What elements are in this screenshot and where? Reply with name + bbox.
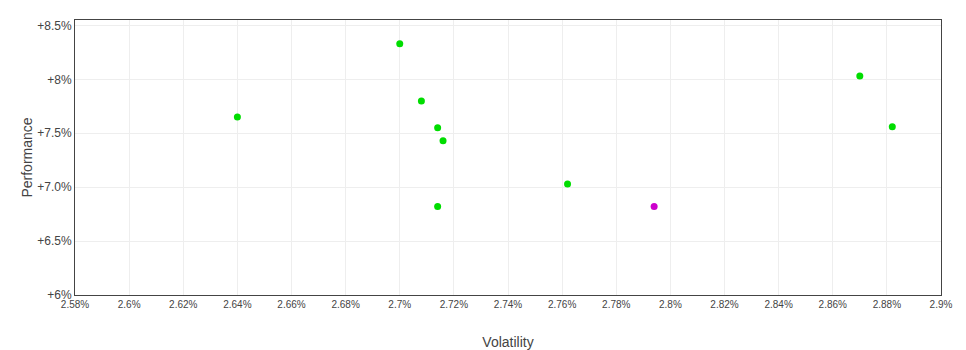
svg-text:2.58%: 2.58%	[61, 299, 89, 310]
svg-text:2.66%: 2.66%	[277, 299, 305, 310]
svg-text:2.7%: 2.7%	[388, 299, 411, 310]
svg-text:2.62%: 2.62%	[169, 299, 197, 310]
svg-text:2.88%: 2.88%	[873, 299, 901, 310]
svg-text:2.86%: 2.86%	[819, 299, 847, 310]
svg-text:Volatility: Volatility	[482, 334, 533, 350]
svg-text:2.64%: 2.64%	[223, 299, 251, 310]
svg-text:2.72%: 2.72%	[440, 299, 468, 310]
svg-text:2.82%: 2.82%	[710, 299, 738, 310]
svg-text:2.9%: 2.9%	[930, 299, 953, 310]
svg-text:2.6%: 2.6%	[118, 299, 141, 310]
svg-text:+8%: +8%	[47, 73, 72, 87]
svg-text:+8.5%: +8.5%	[37, 19, 72, 33]
svg-text:+7.5%: +7.5%	[37, 126, 72, 140]
svg-text:+6.5%: +6.5%	[37, 234, 72, 248]
svg-text:2.78%: 2.78%	[602, 299, 630, 310]
svg-text:2.8%: 2.8%	[659, 299, 682, 310]
svg-text:2.76%: 2.76%	[548, 299, 576, 310]
svg-text:2.68%: 2.68%	[331, 299, 359, 310]
svg-text:+7.0%: +7.0%	[37, 180, 72, 194]
svg-text:+6%: +6%	[47, 288, 72, 302]
svg-text:2.84%: 2.84%	[764, 299, 792, 310]
svg-text:Performance: Performance	[19, 117, 35, 197]
svg-text:2.74%: 2.74%	[494, 299, 522, 310]
